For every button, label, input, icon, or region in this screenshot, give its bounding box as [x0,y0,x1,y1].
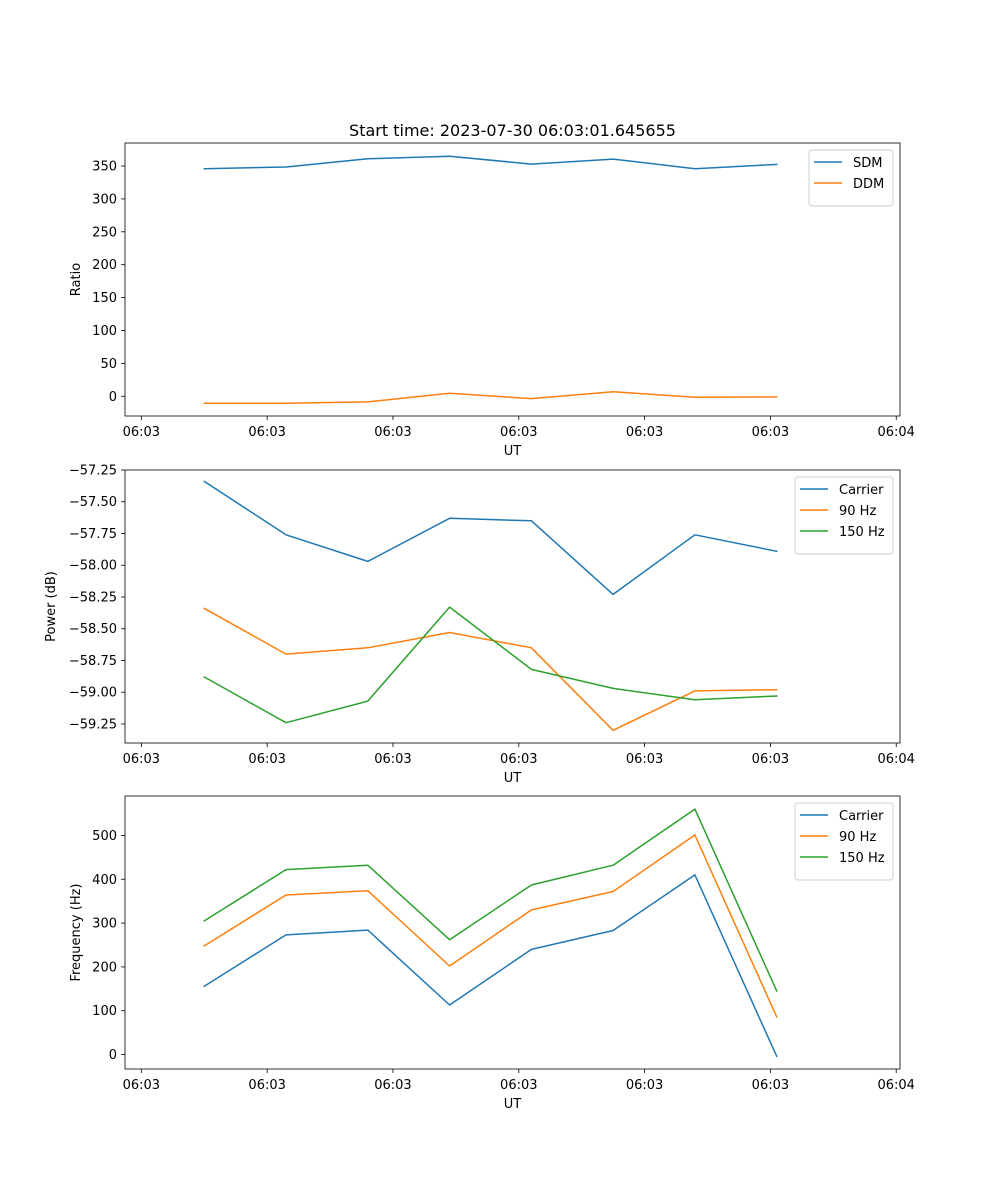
chart-2-x-tick-label: 06:03 [500,752,537,767]
chart-2-y-tick-label: −58.50 [69,622,117,637]
chart-3-x-tick-label: 06:03 [123,1078,160,1093]
chart-3-y-tick-label: 400 [92,873,117,888]
chart-1-series-sdm [203,155,778,170]
chart-3-series-carrier [203,874,778,1058]
chart-3-x-tick-label: 06:03 [248,1078,285,1093]
chart-1-y-tick-label: 0 [109,390,117,405]
chart-2-y-tick-label: −58.00 [69,559,117,574]
chart-1-y-tick-label: 300 [92,192,117,207]
chart-3-x-tick-label: 06:03 [626,1078,663,1093]
chart-3-y-axis-label: Frequency (Hz) [69,883,84,981]
chart-3-legend-label-90-hz: 90 Hz [839,830,876,845]
chart-2-x-tick-label: 06:03 [626,752,663,767]
chart-2-legend-box [794,476,894,555]
chart-3-y-tick-label: 500 [92,829,117,844]
chart-2-legend-label-150-hz: 150 Hz [839,525,885,540]
chart-3-axes-frame [124,795,901,1070]
chart-1-x-tick-label: 06:03 [248,425,285,440]
chart-3-series-150-hz [203,808,778,992]
chart-3-x-tick-label: 06:03 [374,1078,411,1093]
chart-1-y-tick-label: 350 [92,160,117,175]
chart-1-legend-label-sdm: SDM [853,156,882,171]
chart-2-legend: Carrier 90 Hz 150 Hz [794,476,894,555]
chart-2-y-tick-label: −57.50 [69,495,117,510]
chart-3-legend: Carrier 90 Hz 150 Hz [794,802,894,881]
chart-2-y-tick-label: −59.00 [69,686,117,701]
chart-2-axes-frame [124,469,901,744]
chart-1-series-ddm [203,390,778,404]
chart-2-x-axis-label: UT [504,771,522,786]
chart-1-y-tick-label: 100 [92,324,117,339]
chart-1-x-tick-label: 06:03 [123,425,160,440]
chart-3-legend-label-150-hz: 150 Hz [839,851,885,866]
chart-3-y-tick-label: 200 [92,960,117,975]
chart-3: 06:03 06:03 06:03 06:03 06:03 06:03 06:04 0 100 2… [69,795,915,1112]
chart-panels: 06:03 06:03 06:03 06:03 06:03 06:03 06:04 0 50 10… [44,142,915,1112]
chart-3-legend-box [794,802,894,881]
chart-1-y-axis-label: Ratio [69,263,84,296]
chart-1-x-tick-label: 06:03 [374,425,411,440]
chart-3-series-90-hz [203,834,778,1018]
chart-2-series-150-hz [203,606,778,724]
chart-3-x-tick-label: 06:03 [752,1078,789,1093]
chart-1-legend-label-ddm: DDM [853,177,884,192]
chart-3-x-tick-label: 06:03 [500,1078,537,1093]
chart-2-x-tick-label: 06:04 [877,752,914,767]
chart-2-x-tick-label: 06:03 [123,752,160,767]
chart-2-y-axis-label: Power (dB) [44,571,59,642]
chart-1-legend-box [808,149,894,207]
figure-title: Start time: 2023-07-30 06:03:01.645655 [349,121,676,140]
chart-2-y-tick-label: −57.25 [69,464,117,479]
chart-3-legend-label-carrier: Carrier [839,809,884,824]
chart-2-y-tick-label: −58.25 [69,590,117,605]
chart-2: 06:03 06:03 06:03 06:03 06:03 06:03 06:04 −59.2… [44,464,915,787]
chart-1-axes-frame [124,142,901,417]
chart-3-x-axis-label: UT [504,1097,522,1112]
chart-2-x-tick-label: 06:03 [752,752,789,767]
chart-3-y-tick-label: 300 [92,917,117,932]
chart-1-y-tick-label: 200 [92,258,117,273]
chart-2-x-tick-label: 06:03 [374,752,411,767]
chart-1-x-tick-label: 06:03 [752,425,789,440]
chart-3-y-tick-label: 0 [109,1048,117,1063]
chart-1-x-tick-label: 06:03 [500,425,537,440]
chart-1-y-tick-label: 50 [100,357,117,372]
chart-3-x-tick-label: 06:04 [877,1078,914,1093]
chart-2-legend-label-90-hz: 90 Hz [839,504,876,519]
chart-3-y-tick-label: 100 [92,1004,117,1019]
chart-1-y-tick-label: 150 [92,291,117,306]
chart-1-x-tick-label: 06:04 [877,425,914,440]
chart-2-x-tick-label: 06:03 [248,752,285,767]
chart-2-legend-label-carrier: Carrier [839,483,884,498]
chart-2-series-carrier [203,480,778,596]
chart-1: 06:03 06:03 06:03 06:03 06:03 06:03 06:04 0 50 10… [69,142,915,459]
chart-1-x-axis-label: UT [504,444,522,459]
chart-1-x-tick-label: 06:03 [626,425,663,440]
chart-1-legend: SDM DDM [808,149,894,207]
chart-2-y-tick-label: −58.75 [69,654,117,669]
chart-2-y-tick-label: −59.25 [69,717,117,732]
chart-2-y-tick-label: −57.75 [69,527,117,542]
chart-1-y-tick-label: 250 [92,225,117,240]
